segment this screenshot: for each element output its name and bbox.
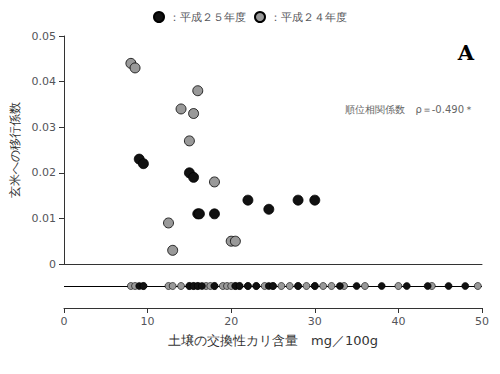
svg-text:0.03: 0.03 xyxy=(32,121,57,134)
svg-text:30: 30 xyxy=(308,315,322,328)
svg-text:A: A xyxy=(457,40,475,65)
svg-text:0: 0 xyxy=(61,315,68,328)
svg-text:0.04: 0.04 xyxy=(32,75,57,88)
svg-text:40: 40 xyxy=(391,315,405,328)
svg-text:20: 20 xyxy=(224,315,238,328)
svg-text:10: 10 xyxy=(141,315,155,328)
svg-text:0.01: 0.01 xyxy=(32,212,57,225)
svg-text:0.05: 0.05 xyxy=(32,30,57,43)
svg-text:：平成２４年度: ：平成２４年度 xyxy=(270,11,347,24)
svg-text:玄米への移行係数: 玄米への移行係数 xyxy=(8,102,22,198)
svg-text:：平成２５年度: ：平成２５年度 xyxy=(169,11,246,24)
svg-text:順位相関係数 ρ＝-0.490＊: 順位相関係数 ρ＝-0.490＊ xyxy=(345,104,474,115)
svg-text:0: 0 xyxy=(49,258,56,271)
svg-text:0.02: 0.02 xyxy=(32,166,57,179)
svg-text:土壌の交換性カリ含量 mg／100g: 土壌の交換性カリ含量 mg／100g xyxy=(168,333,378,348)
svg-text:50: 50 xyxy=(475,315,489,328)
